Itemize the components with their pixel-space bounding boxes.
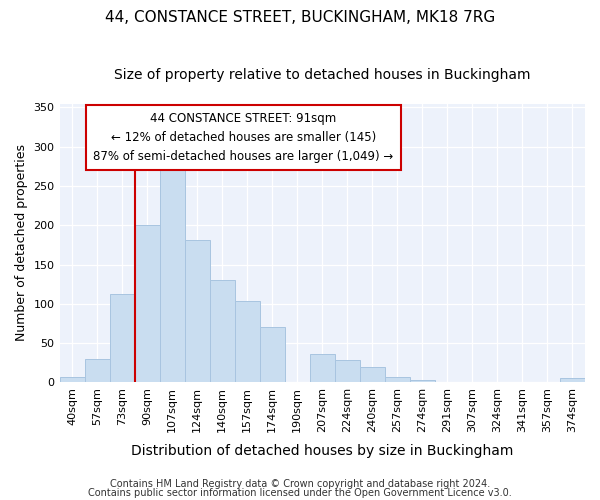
Text: 44 CONSTANCE STREET: 91sqm
← 12% of detached houses are smaller (145)
87% of sem: 44 CONSTANCE STREET: 91sqm ← 12% of deta… <box>94 112 394 163</box>
Bar <box>110 294 134 382</box>
Bar <box>235 302 260 382</box>
Bar <box>59 377 85 382</box>
Bar <box>185 240 209 382</box>
Bar <box>209 280 235 382</box>
Y-axis label: Number of detached properties: Number of detached properties <box>15 144 28 342</box>
Bar <box>85 359 110 382</box>
Bar <box>560 378 585 382</box>
Text: Contains HM Land Registry data © Crown copyright and database right 2024.: Contains HM Land Registry data © Crown c… <box>110 479 490 489</box>
Bar <box>335 360 360 382</box>
Bar <box>360 366 385 382</box>
Bar <box>134 226 160 382</box>
Bar <box>410 380 435 382</box>
X-axis label: Distribution of detached houses by size in Buckingham: Distribution of detached houses by size … <box>131 444 514 458</box>
Bar <box>385 377 410 382</box>
Bar <box>260 328 285 382</box>
Text: Contains public sector information licensed under the Open Government Licence v3: Contains public sector information licen… <box>88 488 512 498</box>
Title: Size of property relative to detached houses in Buckingham: Size of property relative to detached ho… <box>114 68 530 82</box>
Bar <box>310 354 335 382</box>
Text: 44, CONSTANCE STREET, BUCKINGHAM, MK18 7RG: 44, CONSTANCE STREET, BUCKINGHAM, MK18 7… <box>105 10 495 25</box>
Bar <box>160 150 185 382</box>
